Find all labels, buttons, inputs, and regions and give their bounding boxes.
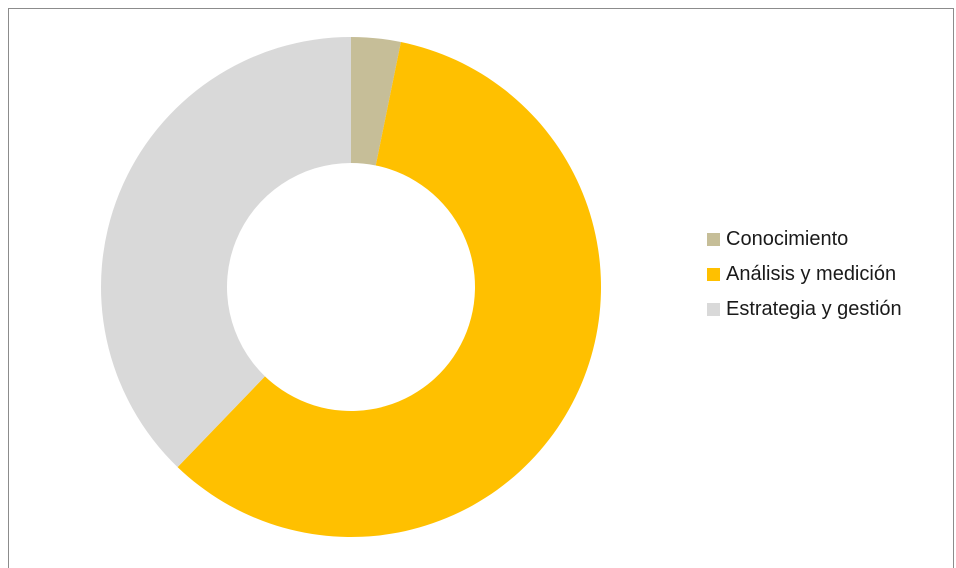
legend-label-estrategia-y-gestion: Estrategia y gestión (726, 298, 902, 320)
legend-swatch-conocimiento (707, 233, 720, 246)
legend-swatch-analisis-y-medicion (707, 268, 720, 281)
donut-slice-conocimiento (351, 37, 401, 166)
legend-item-analisis-y-medicion: Análisis y medición (707, 257, 947, 292)
legend-item-estrategia-y-gestion: Estrategia y gestión (707, 292, 947, 327)
legend-label-analisis-y-medicion: Análisis y medición (726, 263, 897, 285)
donut-slice-estrategia-y-gestion (100, 37, 352, 468)
legend-swatch-estrategia-y-gestion (707, 303, 720, 316)
legend-item-conocimiento: Conocimiento (707, 222, 947, 257)
legend: Conocimiento Análisis y medición Estrate… (707, 222, 947, 327)
donut-slice-analisis-y-medicion (177, 42, 601, 538)
legend-label-conocimiento: Conocimiento (726, 228, 849, 250)
